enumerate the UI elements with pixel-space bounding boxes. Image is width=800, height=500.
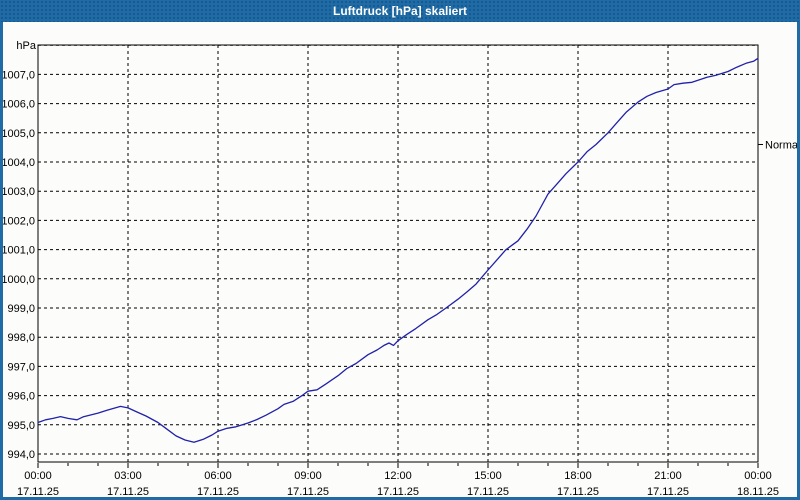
x-tick-time-label: 06:00 bbox=[204, 470, 232, 482]
x-tick-date-label: 17.11.25 bbox=[287, 486, 329, 498]
plot-border bbox=[37, 44, 759, 463]
y-tick-label: 994,0 bbox=[7, 449, 35, 461]
y-tick-label: 998,0 bbox=[7, 332, 35, 344]
y-tick-label: 997,0 bbox=[7, 361, 35, 373]
y-tick-label: 1003,0 bbox=[1, 186, 35, 198]
pressure-line bbox=[37, 57, 759, 443]
y-tick-label: 1004,0 bbox=[1, 157, 35, 169]
window-border-left bbox=[0, 22, 3, 500]
x-tick-date-label: 17.11.25 bbox=[647, 486, 689, 498]
x-tick-time-label: 18:00 bbox=[564, 470, 592, 482]
x-tick-time-label: 21:00 bbox=[654, 470, 682, 482]
x-tick-date-label: 17.11.25 bbox=[557, 486, 599, 498]
x-tick-date-label: 17.11.25 bbox=[377, 486, 419, 498]
x-tick-time-label: 15:00 bbox=[474, 470, 502, 482]
x-tick-time-label: 00:00 bbox=[744, 470, 772, 482]
x-tick-time-label: 12:00 bbox=[384, 470, 412, 482]
y-tick-label: 995,0 bbox=[7, 420, 35, 432]
x-tick-date-label: 18.11.25 bbox=[737, 486, 779, 498]
window-border-bottom bbox=[0, 497, 800, 500]
x-tick-date-label: 17.11.25 bbox=[197, 486, 239, 498]
y-tick-label: 1000,0 bbox=[1, 274, 35, 286]
y-tick-label: 1006,0 bbox=[1, 99, 35, 111]
y-tick-label: 999,0 bbox=[7, 303, 35, 315]
y-tick-label: 996,0 bbox=[7, 391, 35, 403]
y-tick-label: 1002,0 bbox=[1, 215, 35, 227]
y-tick-label: 1001,0 bbox=[1, 245, 35, 257]
normal-marker-label: Normal bbox=[765, 139, 800, 151]
y-tick-label: 1005,0 bbox=[1, 128, 35, 140]
x-tick-date-label: 17.11.25 bbox=[107, 486, 149, 498]
x-tick-time-label: 00:00 bbox=[24, 470, 52, 482]
x-tick-time-label: 09:00 bbox=[294, 470, 322, 482]
window-titlebar: Luftdruck [hPa] skaliert bbox=[0, 0, 800, 22]
y-tick-label: 1007,0 bbox=[1, 69, 35, 81]
x-tick-date-label: 17.11.25 bbox=[467, 486, 509, 498]
window-border-right bbox=[797, 22, 800, 500]
x-tick-time-label: 03:00 bbox=[114, 470, 142, 482]
x-tick-date-label: 17.11.25 bbox=[17, 486, 59, 498]
y-axis-unit-label: hPa bbox=[16, 40, 36, 52]
window-title: Luftdruck [hPa] skaliert bbox=[332, 4, 468, 18]
